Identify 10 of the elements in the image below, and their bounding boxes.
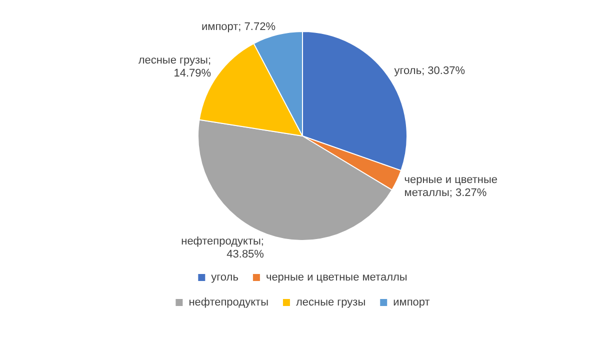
legend-label: уголь bbox=[211, 272, 239, 284]
data-label: импорт; 7.72% bbox=[201, 20, 276, 33]
data-label: уголь; 30.37% bbox=[394, 64, 466, 77]
legend-label: черные и цветные металлы bbox=[266, 272, 408, 284]
legend-label: лесные грузы bbox=[296, 296, 366, 309]
legend-label: нефтепродукты bbox=[188, 296, 269, 309]
data-label: лесные грузы; 14.79% bbox=[138, 54, 212, 80]
legend-label: импорт bbox=[393, 296, 430, 309]
data-label: черные и цветные металлы; 3.27% bbox=[404, 174, 498, 200]
data-label: нефтепродукты; 43.85% bbox=[181, 235, 264, 260]
